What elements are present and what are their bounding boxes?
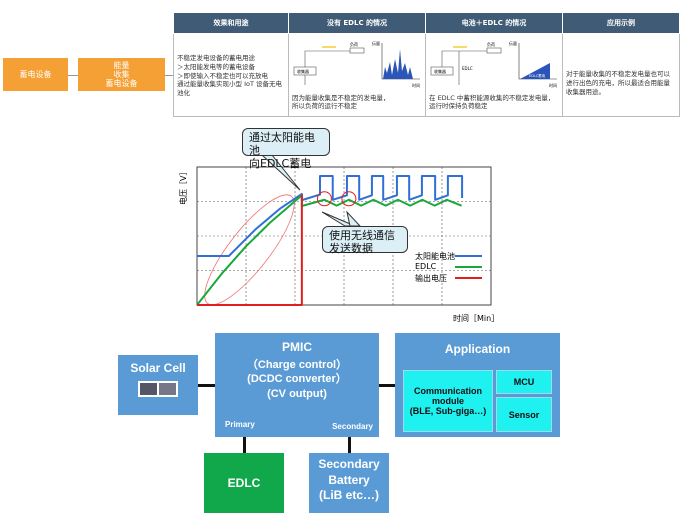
battery-edlc-caption: 在 EDLC 中蓄积能源收集的不稳定发电量， 运行时保持负荷稳定 bbox=[429, 94, 555, 111]
x-axis-label: 时间［Min］ bbox=[453, 314, 500, 323]
edlc-block: EDLC bbox=[204, 453, 284, 513]
legend-output: 输出电压 bbox=[415, 274, 447, 283]
secondary-battery-block: Secondary Battery (LiB etc…) bbox=[309, 453, 389, 513]
header-example: 应用示例 bbox=[562, 12, 680, 34]
x-label: 时间 bbox=[549, 82, 557, 88]
series-line-2 bbox=[197, 194, 303, 306]
connector bbox=[198, 384, 215, 387]
voltage-chart bbox=[196, 154, 492, 306]
no-edlc-caption: 因为能量收集是不稳定的发电量， 所以负荷的运行不稳定 bbox=[292, 94, 390, 111]
no-edlc-figure: 收集器 负荷 伝量 时间 bbox=[293, 40, 420, 88]
connector bbox=[243, 437, 246, 453]
effect-text: 不稳定发电设备的蓄电用途 ＞太阳能发电等的蓄电设备 ＞即使输入不稳定也可以充放电… bbox=[173, 33, 289, 117]
sensor-block: Sensor bbox=[496, 397, 552, 432]
callout-charging: 通过太阳能电池 向EDLC蓄电 bbox=[242, 128, 330, 170]
battery-edlc-figure: 收集器 EDLC 负荷 伝量 EDLC蓄电 时间 bbox=[430, 40, 557, 88]
transmit-marker bbox=[341, 191, 357, 207]
connector bbox=[165, 75, 173, 76]
edlc-charge-area bbox=[520, 63, 550, 79]
secondary-label: Secondary bbox=[332, 422, 373, 431]
connector bbox=[379, 384, 395, 387]
solar-cell-label: Solar Cell bbox=[130, 361, 186, 375]
primary-label: Primary bbox=[225, 420, 255, 429]
transmit-marker bbox=[316, 191, 332, 207]
solar-panel-image bbox=[138, 381, 178, 397]
source-label: 收集器 bbox=[297, 68, 309, 74]
solar-cell-block: Solar Cell bbox=[118, 355, 198, 415]
application-title: Application bbox=[444, 342, 511, 356]
header-battery-edlc: 电池＋EDLC 的情况 bbox=[425, 12, 563, 34]
connector bbox=[68, 75, 78, 76]
callout-wireless: 使用无线通信 发送数据 bbox=[322, 226, 408, 255]
battery-edlc-cell: 收集器 EDLC 负荷 伝量 EDLC蓄电 时间 在 EDLC 中蓄积能源收集的… bbox=[425, 33, 563, 117]
pmic-functions: （Charge control） (DCDC converter） (CV ou… bbox=[246, 359, 348, 400]
header-no-edlc: 没有 EDLC 的情况 bbox=[288, 12, 426, 34]
load-label: 负荷 bbox=[487, 41, 495, 47]
example-text: 对于能量收集的不稳定发电量也可以进行出色的充电，所以最适合用能量收集器用途。 bbox=[562, 33, 680, 117]
y-label: 伝量 bbox=[509, 40, 517, 46]
harvest-storage-box: 能量 收集 蓄电设备 bbox=[78, 58, 165, 91]
no-edlc-cell: 收集器 负荷 伝量 时间 因为能量收集是不稳定的发电量， 所以负荷的运行不稳定 bbox=[288, 33, 426, 117]
header-effect: 效果和用途 bbox=[173, 12, 289, 34]
pmic-block: PMIC （Charge control） (DCDC converter） (… bbox=[215, 333, 379, 437]
edlc-label: EDLC bbox=[462, 66, 473, 71]
power-spikes bbox=[383, 49, 413, 79]
legend-edlc: EDLC bbox=[415, 262, 437, 271]
y-label: 伝量 bbox=[372, 40, 380, 46]
storage-device-box: 蓄电设备 bbox=[3, 58, 68, 91]
connector bbox=[348, 437, 351, 453]
mcu-block: MCU bbox=[496, 370, 552, 394]
x-label: 时间 bbox=[412, 82, 420, 88]
pmic-title: PMIC bbox=[282, 340, 312, 354]
y-axis-label: 电压［V］ bbox=[179, 167, 188, 205]
charging-ellipse bbox=[204, 194, 295, 306]
load-label: 负荷 bbox=[350, 41, 358, 47]
legend-solar: 太阳能电池 bbox=[415, 252, 455, 261]
area-label: EDLC蓄电 bbox=[529, 73, 546, 78]
source-label: 收集器 bbox=[434, 68, 446, 74]
communication-module: Communication module (BLE, Sub-giga…) bbox=[403, 370, 493, 432]
comparison-table: 效果和用途 没有 EDLC 的情况 电池＋EDLC 的情况 应用示例 不稳定发电… bbox=[173, 12, 680, 117]
